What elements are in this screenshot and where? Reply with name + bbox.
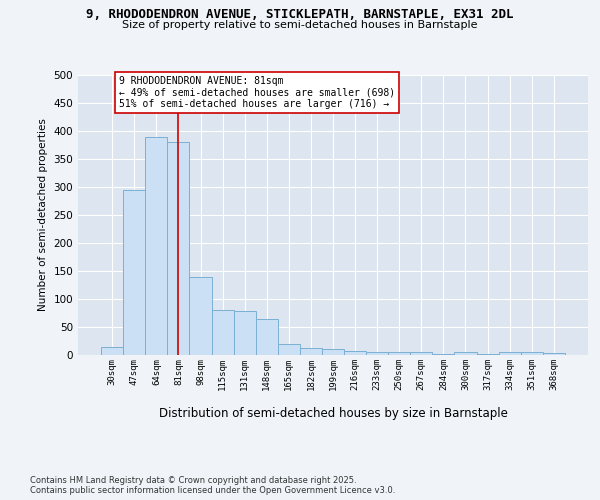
Bar [167,142,190,355]
Text: Distribution of semi-detached houses by size in Barnstaple: Distribution of semi-detached houses by … [158,408,508,420]
Text: 9, RHODODENDRON AVENUE, STICKLEPATH, BARNSTAPLE, EX31 2DL: 9, RHODODENDRON AVENUE, STICKLEPATH, BAR… [86,8,514,20]
Bar [543,354,565,355]
Y-axis label: Number of semi-detached properties: Number of semi-detached properties [38,118,48,312]
Bar [366,352,388,355]
Bar [212,310,233,355]
Bar [388,352,410,355]
Bar [256,318,278,355]
Bar [344,351,366,355]
Bar [101,347,123,355]
Bar [190,276,212,355]
Bar [454,352,476,355]
Text: Contains HM Land Registry data © Crown copyright and database right 2025.
Contai: Contains HM Land Registry data © Crown c… [30,476,395,495]
Bar [278,344,300,355]
Bar [233,312,256,355]
Bar [521,352,543,355]
Text: Size of property relative to semi-detached houses in Barnstaple: Size of property relative to semi-detach… [122,20,478,30]
Bar [123,190,145,355]
Bar [300,348,322,355]
Bar [476,354,499,355]
Bar [145,136,167,355]
Text: 9 RHODODENDRON AVENUE: 81sqm
← 49% of semi-detached houses are smaller (698)
51%: 9 RHODODENDRON AVENUE: 81sqm ← 49% of se… [119,76,395,110]
Bar [433,354,454,355]
Bar [499,352,521,355]
Bar [410,352,433,355]
Bar [322,350,344,355]
